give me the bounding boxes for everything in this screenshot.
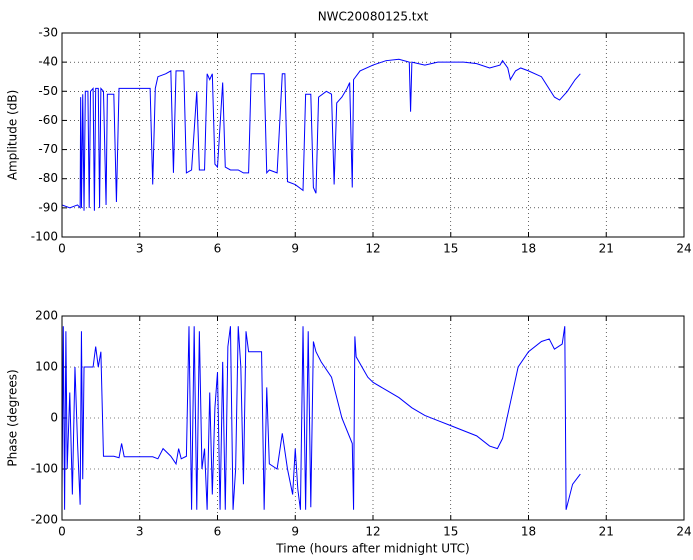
x-tick-label: 6 — [214, 525, 222, 539]
data-line — [61, 326, 581, 510]
x-axis-label: Time (hours after midnight UTC) — [275, 542, 469, 556]
x-tick-label: 21 — [599, 242, 614, 256]
axes-frame — [61, 32, 685, 238]
y-axis-label: Phase (degrees) — [6, 369, 20, 466]
y-tick-label: 100 — [35, 360, 58, 374]
x-tick-label: 18 — [521, 242, 536, 256]
x-tick-label: 9 — [291, 525, 299, 539]
x-tick-label: 9 — [291, 242, 299, 256]
x-tick-label: 3 — [136, 525, 144, 539]
x-tick-label: 0 — [58, 242, 66, 256]
x-tick-label: 24 — [676, 525, 691, 539]
x-tick-label: 6 — [214, 242, 222, 256]
x-tick-label: 3 — [136, 242, 144, 256]
chart-title: NWC20080125.txt — [318, 10, 429, 24]
y-tick-label: -60 — [38, 113, 58, 127]
x-tick-label: 15 — [443, 242, 458, 256]
y-tick-label: -100 — [31, 462, 58, 476]
x-tick-label: 15 — [443, 525, 458, 539]
y-axis-label: Amplitude (dB) — [6, 90, 20, 181]
x-tick-label: 0 — [58, 525, 66, 539]
y-tick-label: -90 — [38, 200, 58, 214]
y-tick-label: -80 — [38, 171, 58, 185]
axes-frame — [61, 315, 685, 521]
y-tick-label: -50 — [38, 84, 58, 98]
y-tick-label: -70 — [38, 142, 58, 156]
data-line — [61, 58, 581, 211]
x-tick-label: 12 — [365, 525, 380, 539]
y-tick-label: -40 — [38, 55, 58, 69]
y-tick-label: 0 — [50, 411, 58, 425]
x-tick-label: 18 — [521, 525, 536, 539]
y-tick-label: 200 — [35, 309, 58, 323]
y-tick-label: -200 — [31, 513, 58, 527]
x-tick-label: 12 — [365, 242, 380, 256]
x-tick-label: 24 — [676, 242, 691, 256]
y-tick-label: -100 — [31, 230, 58, 244]
x-tick-label: 21 — [599, 525, 614, 539]
y-tick-label: -30 — [38, 26, 58, 40]
